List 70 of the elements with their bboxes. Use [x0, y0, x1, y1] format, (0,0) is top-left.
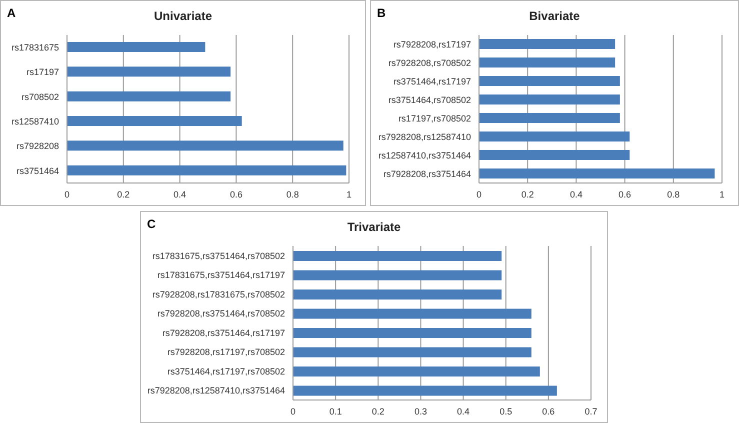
y-tick-label: rs7928208,rs3751464,rs708502	[157, 308, 285, 319]
x-tick-label: 0.5	[500, 406, 512, 416]
y-tick-label: rs3751464,rs17197,rs708502	[167, 366, 285, 376]
x-tick-label: 0.3	[414, 406, 427, 416]
x-tick-label: 0.6	[230, 189, 242, 200]
text: C	[147, 217, 156, 231]
chart-title: Univariate	[154, 9, 212, 23]
bar	[293, 386, 557, 396]
y-tick-label: rs7928208,rs17831675,rs708502	[152, 289, 285, 300]
bar	[479, 168, 715, 178]
y-tick-label: rs7928208,rs12587410,rs3751464	[147, 386, 285, 396]
y-tick-label: rs7928208,rs12587410	[378, 132, 471, 142]
y-tick-label: rs7928208,rs708502	[388, 58, 471, 68]
bar	[479, 150, 630, 160]
bar	[479, 113, 620, 123]
bar	[67, 165, 346, 176]
x-tick-label: 1	[719, 189, 725, 200]
x-tick-label: 0.4	[457, 406, 470, 416]
y-tick-label: rs12587410	[11, 116, 59, 127]
bar	[293, 328, 532, 338]
x-tick-label: 0.4	[174, 189, 186, 200]
y-tick-label: rs17831675,rs3751464,rs708502	[152, 250, 285, 261]
bar	[479, 58, 616, 68]
y-tick-label: rs7928208	[16, 141, 59, 152]
y-tick-label: rs3751464,rs708502	[388, 94, 471, 105]
y-tick-label: rs708502	[21, 92, 59, 102]
bar	[293, 270, 502, 280]
y-tick-label: rs7928208,rs3751464,rs17197	[162, 328, 285, 338]
x-tick-label: 0	[290, 406, 296, 416]
x-tick-label: 0.8	[667, 189, 680, 200]
text: B	[377, 6, 386, 20]
y-tick-label: rs17831675	[11, 42, 59, 53]
y-tick-label: rs17197	[26, 67, 59, 78]
x-tick-label: 0.7	[584, 406, 598, 416]
x-tick-label: 0.1	[329, 406, 342, 416]
bar	[479, 94, 620, 104]
bar	[67, 116, 242, 126]
y-tick-label: rs3751464,rs17197	[393, 76, 471, 86]
x-tick-label: 0.6	[542, 406, 555, 416]
chart-title: Trivariate	[347, 220, 401, 234]
x-tick-label: 0.2	[117, 189, 130, 200]
bar	[479, 39, 616, 49]
y-tick-label: rs17831675,rs3751464,rs17197	[157, 270, 285, 280]
chart-title: Bivariate	[529, 9, 580, 23]
x-tick-label: 0.2	[372, 406, 384, 416]
bar	[67, 140, 344, 151]
y-tick-label: rs17197,rs708502	[398, 113, 471, 124]
x-tick-label: 1	[346, 189, 352, 200]
y-tick-label: rs7928208,rs17197	[393, 39, 471, 50]
x-tick-label: 0.6	[618, 189, 632, 200]
x-tick-label: 0	[476, 189, 482, 200]
bar	[67, 66, 231, 77]
x-tick-label: 0.8	[286, 189, 299, 200]
bar	[293, 347, 532, 358]
bar	[293, 290, 502, 300]
bar	[67, 42, 206, 52]
bar	[479, 132, 630, 142]
bar	[293, 366, 540, 376]
y-tick-label: rs12587410,rs3751464	[378, 150, 471, 160]
x-tick-label: 0	[64, 189, 70, 200]
y-tick-label: rs7928208,rs17197,rs708502	[167, 347, 285, 358]
y-tick-label: rs3751464	[16, 166, 59, 176]
x-tick-label: 0.2	[521, 189, 534, 200]
bar	[293, 308, 532, 319]
bar	[293, 251, 502, 261]
x-tick-label: 0.4	[570, 189, 582, 200]
bar	[67, 91, 231, 102]
text: A	[7, 6, 16, 20]
bar	[479, 76, 620, 86]
y-tick-label: rs7928208,rs3751464	[383, 168, 471, 179]
